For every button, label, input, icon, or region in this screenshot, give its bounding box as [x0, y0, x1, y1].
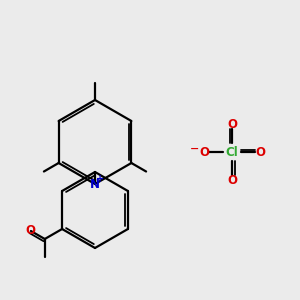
Text: Cl: Cl — [226, 146, 238, 158]
Text: O: O — [199, 146, 209, 158]
Text: O: O — [227, 118, 237, 130]
Text: N: N — [90, 178, 100, 190]
Text: O: O — [227, 173, 237, 187]
Text: O: O — [255, 146, 265, 158]
Text: +: + — [96, 174, 105, 184]
Text: −: − — [190, 144, 200, 154]
Text: O: O — [25, 224, 35, 236]
